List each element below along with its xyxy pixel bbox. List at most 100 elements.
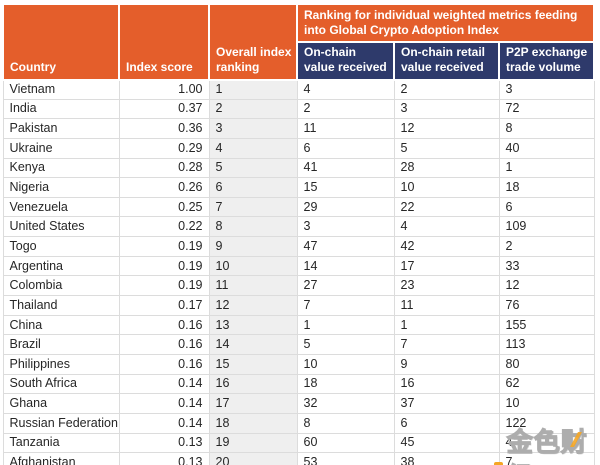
table-row: Brazil 0.16 14 5 7 113 <box>2 334 595 355</box>
cell-index-score: 0.19 <box>118 236 210 257</box>
cell-on-chain-value: 6 <box>296 137 395 159</box>
cell-country: Tanzania <box>2 432 120 454</box>
cell-on-chain-retail: 22 <box>393 196 500 218</box>
cell-on-chain-retail: 5 <box>393 137 500 159</box>
cell-overall-ranking: 19 <box>208 432 298 454</box>
cell-country: Russian Federation <box>2 412 120 434</box>
cell-on-chain-value: 11 <box>296 118 395 139</box>
cell-index-score: 0.17 <box>118 295 210 316</box>
cell-index-score: 0.22 <box>118 216 210 238</box>
table-row: Togo 0.19 9 47 42 2 <box>2 236 595 257</box>
cell-p2p-volume: 33 <box>498 255 595 277</box>
cell-country: Ukraine <box>2 137 120 159</box>
table-header: Country Index score Overall index rankin… <box>2 2 596 81</box>
cell-index-score: 0.19 <box>118 255 210 277</box>
cell-p2p-volume: 1 <box>498 157 595 179</box>
cell-on-chain-value: 1 <box>296 314 395 336</box>
cell-on-chain-value: 41 <box>296 157 395 179</box>
cell-p2p-volume: 3 <box>498 79 595 100</box>
cell-overall-ranking: 18 <box>208 412 298 434</box>
table-row: Russian Federation 0.14 18 8 6 122 <box>2 412 595 434</box>
cell-overall-ranking: 14 <box>208 334 298 355</box>
cell-overall-ranking: 9 <box>208 236 298 257</box>
cell-on-chain-retail: 45 <box>393 432 500 454</box>
cell-on-chain-retail: 11 <box>393 295 500 316</box>
cell-index-score: 0.28 <box>118 157 210 179</box>
cell-on-chain-value: 18 <box>296 373 395 395</box>
cell-country: Afghanistan <box>2 452 120 465</box>
cell-on-chain-retail: 6 <box>393 412 500 434</box>
cell-p2p-volume: 122 <box>498 412 595 434</box>
cell-p2p-volume: 62 <box>498 373 595 395</box>
cell-overall-ranking: 20 <box>208 452 298 465</box>
table-row: India 0.37 2 2 3 72 <box>2 98 595 120</box>
cell-country: Kenya <box>2 157 120 179</box>
cell-on-chain-retail: 12 <box>393 118 500 139</box>
cell-country: Philippines <box>2 353 120 375</box>
cell-index-score: 0.25 <box>118 196 210 218</box>
table-row: Ukraine 0.29 4 6 5 40 <box>2 137 595 159</box>
cell-country: Togo <box>2 236 120 257</box>
cell-overall-ranking: 8 <box>208 216 298 238</box>
cell-on-chain-retail: 10 <box>393 177 500 198</box>
cell-on-chain-retail: 38 <box>393 452 500 465</box>
cell-on-chain-value: 27 <box>296 275 395 297</box>
cell-index-score: 0.26 <box>118 177 210 198</box>
cell-on-chain-retail: 37 <box>393 393 500 414</box>
col-header-on-chain-retail: On-chain retail value received <box>393 41 500 81</box>
cell-overall-ranking: 1 <box>208 79 298 100</box>
cell-on-chain-value: 14 <box>296 255 395 277</box>
cell-country: Vietnam <box>2 79 120 100</box>
table-row: Afghanistan 0.13 20 53 38 7 <box>2 452 595 465</box>
cell-p2p-volume: 72 <box>498 98 595 120</box>
cell-on-chain-retail: 4 <box>393 216 500 238</box>
cell-index-score: 0.16 <box>118 353 210 375</box>
cell-country: Thailand <box>2 295 120 316</box>
cell-country: India <box>2 98 120 120</box>
cell-overall-ranking: 12 <box>208 295 298 316</box>
cell-on-chain-retail: 28 <box>393 157 500 179</box>
cell-on-chain-retail: 16 <box>393 373 500 395</box>
table-row: Vietnam 1.00 1 4 2 3 <box>2 79 595 100</box>
cell-on-chain-value: 5 <box>296 334 395 355</box>
cell-country: Pakistan <box>2 118 120 139</box>
cell-on-chain-value: 29 <box>296 196 395 218</box>
cell-country: Ghana <box>2 393 120 414</box>
table-row: United States 0.22 8 3 4 109 <box>2 216 595 238</box>
cell-p2p-volume: 7 <box>498 452 595 465</box>
cell-p2p-volume: 10 <box>498 393 595 414</box>
cell-on-chain-value: 53 <box>296 452 395 465</box>
cell-p2p-volume: 12 <box>498 275 595 297</box>
cell-on-chain-retail: 7 <box>393 334 500 355</box>
cell-overall-ranking: 10 <box>208 255 298 277</box>
cell-index-score: 0.14 <box>118 373 210 395</box>
cell-index-score: 0.13 <box>118 452 210 465</box>
col-header-p2p-volume: P2P exchange trade volume <box>497 41 596 81</box>
cell-country: Argentina <box>2 255 120 277</box>
cell-index-score: 0.14 <box>118 393 210 414</box>
cell-p2p-volume: 8 <box>498 118 595 139</box>
cell-p2p-volume: 4 <box>498 432 595 454</box>
cell-country: China <box>2 314 120 336</box>
cell-on-chain-retail: 2 <box>393 79 500 100</box>
cell-country: Colombia <box>2 275 120 297</box>
cell-on-chain-value: 60 <box>296 432 395 454</box>
cell-overall-ranking: 2 <box>208 98 298 120</box>
cell-on-chain-value: 47 <box>296 236 395 257</box>
cell-on-chain-retail: 23 <box>393 275 500 297</box>
cell-on-chain-retail: 3 <box>393 98 500 120</box>
table-row: Pakistan 0.36 3 11 12 8 <box>2 118 595 139</box>
cell-on-chain-value: 8 <box>296 412 395 434</box>
cell-on-chain-value: 2 <box>296 98 395 120</box>
table-row: Colombia 0.19 11 27 23 12 <box>2 275 595 297</box>
cell-p2p-volume: 40 <box>498 137 595 159</box>
table-body: Vietnam 1.00 1 4 2 3 India 0.37 2 2 3 72… <box>2 79 595 465</box>
cell-p2p-volume: 76 <box>498 295 595 316</box>
cell-index-score: 0.14 <box>118 412 210 434</box>
cell-on-chain-value: 10 <box>296 353 395 375</box>
cell-on-chain-retail: 1 <box>393 314 500 336</box>
table-row: Tanzania 0.13 19 60 45 4 <box>2 432 595 454</box>
cell-index-score: 0.29 <box>118 137 210 159</box>
table-row: Venezuela 0.25 7 29 22 6 <box>2 196 595 218</box>
cell-country: South Africa <box>2 373 120 395</box>
